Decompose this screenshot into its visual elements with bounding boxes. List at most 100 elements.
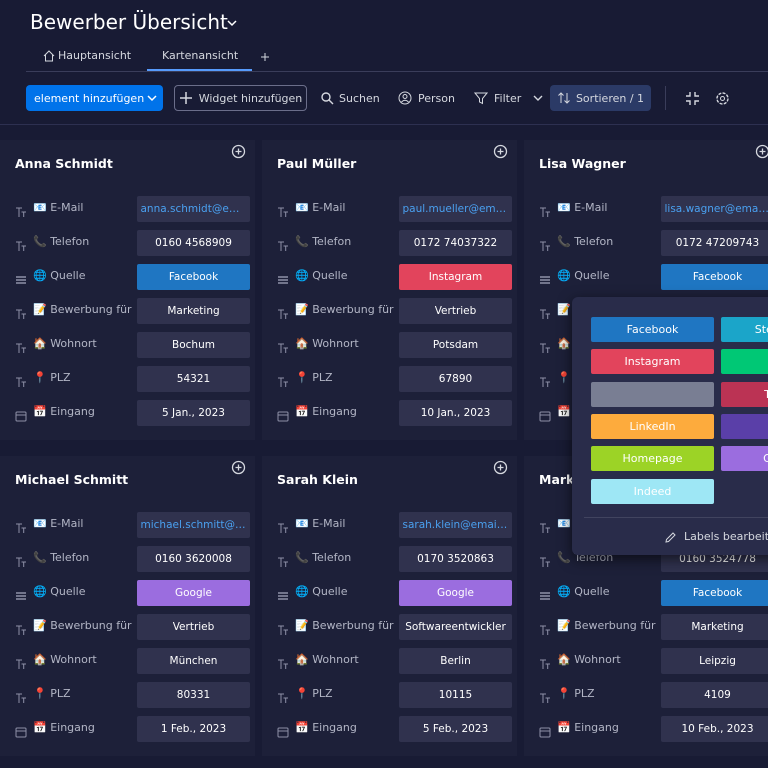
- field-label: 🏠 Wohnort: [295, 337, 359, 350]
- board-title[interactable]: Bewerber Übersicht: [30, 10, 228, 34]
- date-column-icon: [539, 407, 551, 426]
- field-value[interactable]: 4109: [661, 682, 768, 708]
- status-label: Google: [174, 587, 213, 599]
- field-value[interactable]: Bochum: [137, 332, 250, 358]
- add-tab[interactable]: [260, 52, 270, 62]
- field-value[interactable]: Facebook: [137, 264, 250, 290]
- field-value[interactable]: 67890: [399, 366, 512, 392]
- field-value[interactable]: München: [137, 648, 250, 674]
- field-value[interactable]: Berlin: [399, 648, 512, 674]
- card-name[interactable]: Michael Schmitt: [15, 472, 129, 487]
- card-name[interactable]: Lisa Wagner: [539, 156, 626, 171]
- field-value[interactable]: 10 Feb., 2023: [661, 716, 768, 742]
- field-label: 🌐 Quelle: [33, 585, 86, 598]
- tab[interactable]: Hauptansicht: [58, 49, 132, 62]
- field-label: 🌐 Quelle: [557, 585, 610, 598]
- label-option[interactable]: Homepage: [591, 446, 714, 472]
- text-column-icon: [277, 519, 289, 538]
- person-button[interactable]: Person: [398, 85, 455, 111]
- field-value[interactable]: Marketing: [661, 614, 768, 640]
- card-name[interactable]: Paul Müller: [277, 156, 357, 171]
- field-label: 🏠 Wohnort: [33, 337, 97, 350]
- field-value[interactable]: Potsdam: [399, 332, 512, 358]
- option-text: Homepage: [622, 452, 683, 466]
- field-value[interactable]: 0172 47209743: [661, 230, 768, 256]
- field-value[interactable]: 5 Feb., 2023: [399, 716, 512, 742]
- field-value[interactable]: 0160 4568909: [137, 230, 250, 256]
- tab[interactable]: Kartenansicht: [162, 49, 239, 62]
- option-text: Stepstone: [754, 323, 768, 336]
- field-value[interactable]: Leipzig: [661, 648, 768, 674]
- add-update-icon[interactable]: [231, 460, 246, 479]
- title-chevron[interactable]: [226, 18, 238, 28]
- text-column-icon: [539, 339, 551, 358]
- label-picker: Labels bearbeiten Facebook Stepstone Insta…: [572, 297, 768, 555]
- label-option[interactable]: [591, 381, 714, 407]
- label-option[interactable]: Instagram: [591, 349, 714, 375]
- label-option[interactable]: LinkedIn: [591, 413, 714, 439]
- field-value[interactable]: lisa.wagner@email.com: [661, 196, 768, 222]
- add-update-icon[interactable]: [755, 144, 768, 163]
- field-value[interactable]: 0160 3620008: [137, 546, 250, 572]
- card: Anna Schmidt 📧 E-Mail anna.schmidt@email.c…: [0, 140, 255, 440]
- field-value[interactable]: 0170 3520863: [399, 546, 512, 572]
- filter-button[interactable]: Filter: [474, 85, 543, 111]
- field-value[interactable]: Google: [399, 580, 512, 606]
- field-value[interactable]: Instagram: [399, 264, 512, 290]
- label-option[interactable]: Facebook: [591, 317, 714, 342]
- field-value[interactable]: 5 Jan., 2023: [137, 400, 250, 426]
- date-column-icon: [277, 407, 289, 426]
- field-value[interactable]: michael.schmitt@email.com: [137, 512, 250, 538]
- sort-icon: [558, 92, 570, 104]
- label-option[interactable]: Indeed: [591, 478, 714, 504]
- card-name[interactable]: Sarah Klein: [277, 472, 358, 487]
- field-value[interactable]: sarah.klein@email.com: [399, 512, 512, 538]
- field-label: 🌐 Quelle: [295, 269, 348, 282]
- field-value[interactable]: 10115: [399, 682, 512, 708]
- label-option[interactable]: Twitter: [721, 381, 768, 407]
- text-column-icon: [277, 339, 289, 358]
- label-option[interactable]: [721, 349, 768, 375]
- field-value[interactable]: 80331: [137, 682, 250, 708]
- label-option[interactable]: Stepstone: [721, 317, 768, 342]
- add-update-icon[interactable]: [493, 460, 508, 479]
- field-label: 📝 Bewerbung für: [33, 303, 132, 316]
- field-value[interactable]: Facebook: [661, 580, 768, 606]
- text-column-icon: [15, 339, 27, 358]
- field-value[interactable]: Marketing: [137, 298, 250, 324]
- add-item-button[interactable]: element hinzufügen: [26, 85, 163, 111]
- field-value[interactable]: Google: [137, 580, 250, 606]
- field-value[interactable]: 1 Feb., 2023: [137, 716, 250, 742]
- value-text: 0160 4568909: [155, 237, 232, 249]
- field-value[interactable]: Vertrieb: [137, 614, 250, 640]
- field-label: 📞 Telefon: [33, 551, 90, 564]
- add-widget-button[interactable]: Widget hinzufügen: [174, 85, 307, 111]
- status-column-icon: [15, 271, 27, 290]
- field-value[interactable]: Facebook: [661, 264, 768, 290]
- field-value[interactable]: anna.schmidt@email.com: [137, 196, 250, 222]
- card-name[interactable]: Anna Schmidt: [15, 156, 113, 171]
- field-value[interactable]: 54321: [137, 366, 250, 392]
- edit-labels[interactable]: Labels bearbeiten: [684, 530, 768, 543]
- text-column-icon: [539, 689, 551, 708]
- home-icon: [43, 50, 55, 62]
- label-option[interactable]: Google: [721, 446, 768, 472]
- add-update-icon[interactable]: [493, 144, 508, 163]
- field-value[interactable]: paul.mueller@email.com: [399, 196, 512, 222]
- collapse-icon[interactable]: [685, 91, 700, 106]
- status-label: Facebook: [692, 271, 743, 283]
- text-column-icon: [539, 519, 551, 538]
- date-column-icon: [539, 723, 551, 742]
- field-value[interactable]: 10 Jan., 2023: [399, 400, 512, 426]
- settings-icon[interactable]: [715, 91, 730, 106]
- field-value[interactable]: Vertrieb: [399, 298, 512, 324]
- label-option[interactable]: [721, 413, 768, 439]
- sort-button[interactable]: Sortieren / 1: [550, 85, 651, 111]
- field-value[interactable]: Softwareentwickler: [399, 614, 512, 640]
- search-button[interactable]: Suchen: [320, 85, 380, 111]
- value-text: 5 Jan., 2023: [162, 407, 225, 419]
- card: Sarah Klein 📧 E-Mail sarah.klein@email.com…: [262, 456, 517, 756]
- field-value[interactable]: 0172 74037322: [399, 230, 512, 256]
- add-update-icon[interactable]: [231, 144, 246, 163]
